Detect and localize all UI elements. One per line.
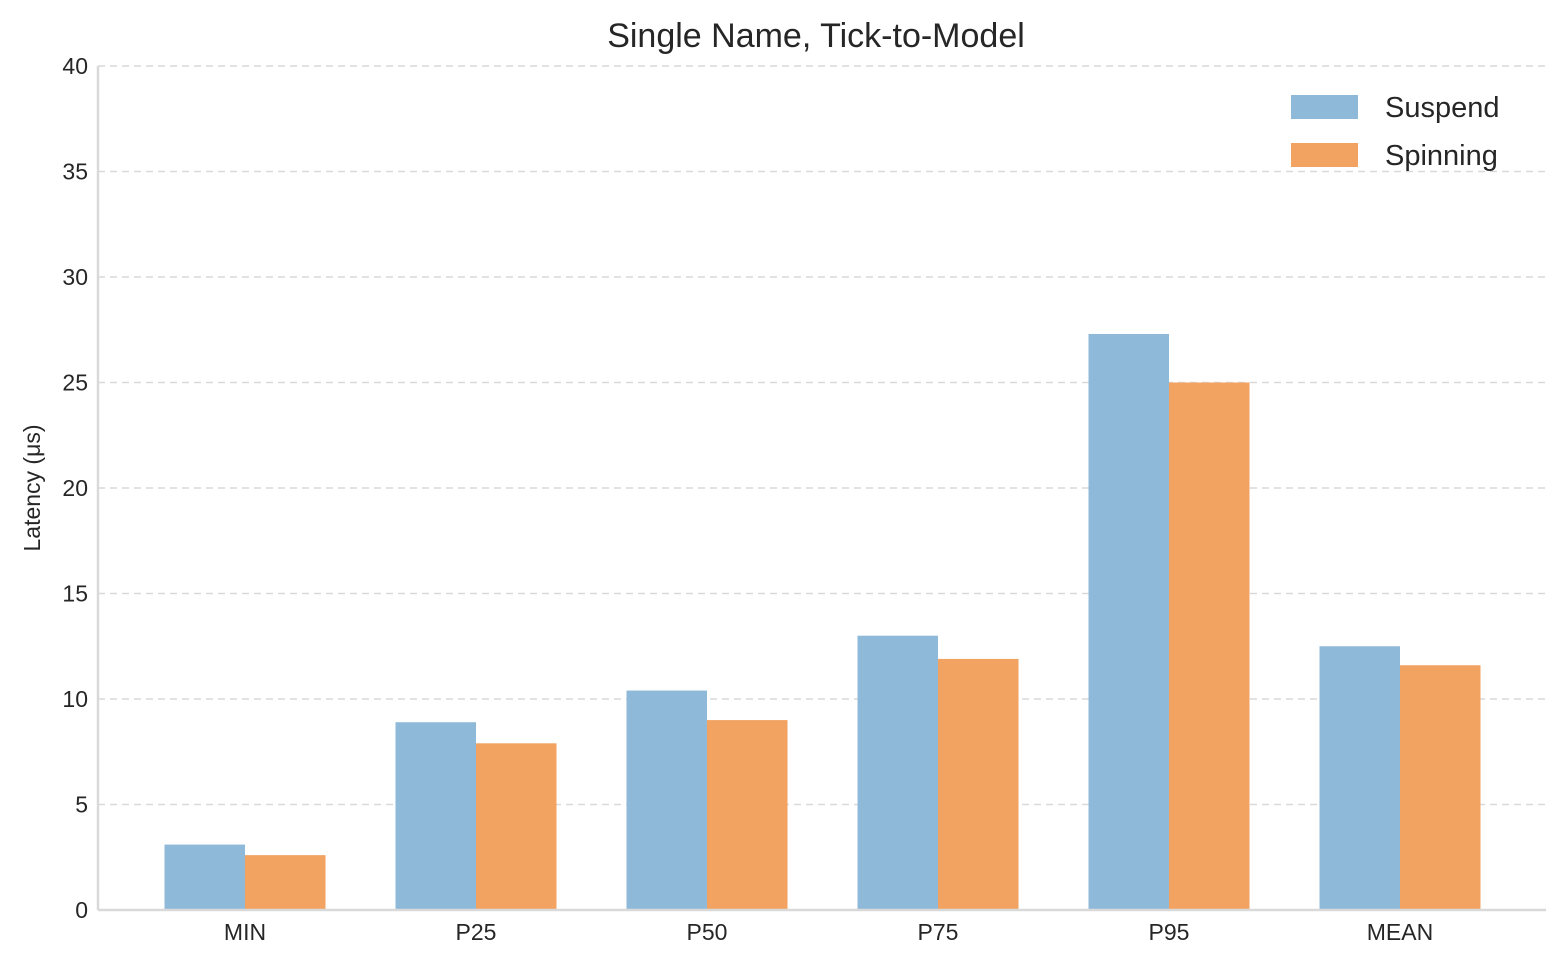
chart-title: Single Name, Tick-to-Model <box>607 17 1025 55</box>
y-tick-label: 25 <box>62 370 88 396</box>
bar-series <box>164 333 1481 911</box>
x-tick-label: MIN <box>224 919 266 945</box>
grid-lines <box>98 65 1546 806</box>
bar-spinning-mean <box>1400 665 1481 910</box>
bar-spinning-p50 <box>707 720 788 910</box>
y-axis-label: Latency (μs) <box>19 424 45 551</box>
bar-suspend-min <box>164 844 245 910</box>
legend-swatch-spinning <box>1291 143 1358 167</box>
y-tick-label: 40 <box>62 53 88 79</box>
bar-suspend-p75 <box>857 635 938 910</box>
axes <box>96 66 1546 912</box>
y-tick-label: 30 <box>62 264 88 290</box>
y-tick-label: 35 <box>62 159 88 185</box>
x-tick-labels: MIN P25 P50 P75 P95 MEAN <box>224 919 1433 945</box>
bar-suspend-p25 <box>395 722 476 910</box>
x-tick-label: P75 <box>918 919 959 945</box>
y-tick-labels: 0 5 10 15 20 25 30 35 40 <box>62 53 88 923</box>
legend-label-spinning: Spinning <box>1385 140 1498 172</box>
legend-swatch-suspend <box>1291 95 1358 119</box>
x-tick-label: MEAN <box>1367 919 1433 945</box>
x-tick-label: P50 <box>687 919 728 945</box>
y-tick-label: 15 <box>62 581 88 607</box>
y-tick-label: 0 <box>75 897 88 923</box>
bar-suspend-p50 <box>626 690 707 910</box>
bar-spinning-p25 <box>476 743 557 910</box>
legend-label-suspend: Suspend <box>1385 92 1500 124</box>
legend: Suspend Spinning <box>1291 92 1500 172</box>
y-tick-label: 20 <box>62 475 88 501</box>
bar-spinning-min <box>245 855 326 910</box>
y-tick-label: 5 <box>75 792 88 818</box>
y-tick-label: 10 <box>62 686 88 712</box>
x-tick-label: P25 <box>456 919 497 945</box>
bar-suspend-mean <box>1319 646 1400 910</box>
bar-spinning-p75 <box>938 658 1019 910</box>
bar-suspend-p95 <box>1088 333 1169 911</box>
x-tick-label: P95 <box>1149 919 1190 945</box>
bar-spinning-p95 <box>1169 382 1250 910</box>
